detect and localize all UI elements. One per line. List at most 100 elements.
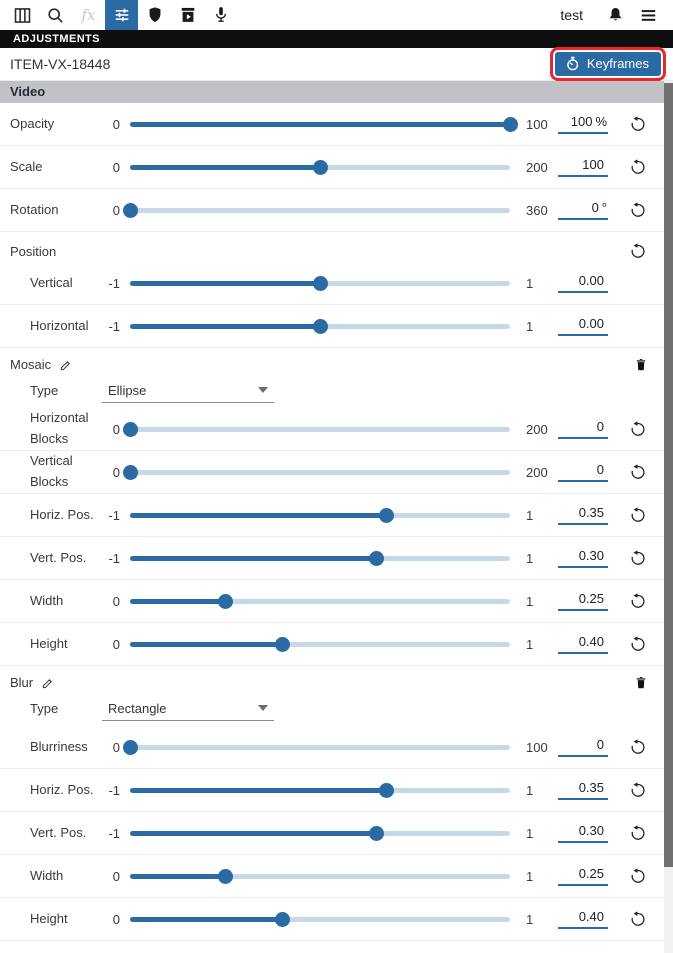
slider-track[interactable] [130, 550, 510, 566]
type-dropdown[interactable]: Rectangle [102, 699, 274, 721]
slider-track[interactable] [130, 825, 510, 841]
slider-track[interactable] [130, 275, 510, 291]
slider-track[interactable] [130, 636, 510, 652]
value-input[interactable]: 0.00 [558, 273, 608, 293]
reset-button[interactable] [626, 910, 650, 928]
select-label: Type [30, 701, 59, 717]
slider-track[interactable] [122, 739, 510, 755]
reset-button[interactable] [626, 115, 650, 133]
columns-button[interactable] [6, 0, 39, 30]
search-button[interactable] [39, 0, 72, 30]
value-input[interactable]: 0.25 [558, 591, 608, 611]
slider-thumb[interactable] [369, 825, 385, 841]
value-input[interactable]: 0.30 [558, 823, 608, 843]
value-input[interactable]: 0.25 [558, 866, 608, 886]
reset-button[interactable] [626, 158, 650, 176]
reset-button[interactable] [626, 420, 650, 438]
slider-track[interactable] [122, 464, 510, 480]
slider-track[interactable] [130, 507, 510, 523]
reset-button[interactable] [626, 781, 650, 799]
scrollbar[interactable] [664, 81, 673, 953]
edit-pencil-icon[interactable] [41, 676, 55, 690]
value-input[interactable]: 0.40 [558, 909, 608, 929]
value-input[interactable]: 0 ° [558, 200, 608, 220]
value-input[interactable]: 0.00 [558, 316, 608, 336]
adjustments-panel: Video Opacity 0 100 100% Scale 0 200 100 [0, 81, 673, 953]
delete-trash-icon[interactable] [634, 357, 648, 372]
value-text: 0.40 [578, 634, 604, 649]
value-text: 0 [596, 419, 604, 434]
slider-track[interactable] [130, 911, 510, 927]
slider-fill [130, 598, 225, 604]
slider-thumb[interactable] [369, 550, 385, 566]
slider-track[interactable] [130, 782, 510, 798]
slider-thumb[interactable] [312, 159, 328, 175]
value-input[interactable]: 0.35 [558, 780, 608, 800]
scrollbar-thumb[interactable] [664, 83, 673, 867]
adjustment-row: Vert. Pos. -1 1 0.30 [0, 537, 664, 580]
item-row: ITEM-VX-18448 Keyframes [0, 47, 673, 81]
value-input[interactable]: 100 [558, 157, 608, 177]
slider-thumb[interactable] [274, 636, 290, 652]
value-input[interactable]: 0.30 [558, 548, 608, 568]
slider-thumb[interactable] [379, 507, 394, 523]
value-input[interactable]: 0.40 [558, 634, 608, 654]
adjustments-button[interactable] [105, 0, 138, 30]
slider-track[interactable] [130, 868, 510, 884]
slider-track[interactable] [130, 116, 518, 132]
slider-thumb[interactable] [379, 782, 394, 798]
keyframes-button[interactable]: Keyframes [549, 47, 667, 81]
edit-pencil-icon[interactable] [59, 358, 73, 372]
value-input[interactable]: 0 [558, 737, 608, 757]
shield-button[interactable] [138, 0, 171, 30]
slider-thumb[interactable] [502, 116, 518, 132]
value-input[interactable]: 0 [558, 462, 608, 482]
media-export-button[interactable] [171, 0, 204, 30]
slider-track[interactable] [130, 159, 510, 175]
slider-max-label: 200 [526, 464, 548, 480]
reset-button[interactable] [626, 824, 650, 842]
reset-button[interactable] [626, 201, 650, 219]
microphone-button[interactable] [204, 0, 237, 30]
slider-track[interactable] [122, 421, 510, 437]
delete-trash-icon[interactable] [634, 675, 648, 690]
slider-thumb[interactable] [217, 868, 233, 884]
type-dropdown[interactable]: Ellipse [102, 381, 274, 403]
value-input[interactable]: 100% [558, 114, 608, 134]
slider-max-label: 1 [526, 782, 534, 798]
slider-thumb[interactable] [122, 464, 138, 480]
reset-button[interactable] [626, 463, 650, 481]
slider-track[interactable] [130, 318, 510, 334]
adjustment-row: Vertical Blocks 0 200 0 [0, 451, 664, 494]
effects-fx-icon: fx [81, 6, 96, 24]
reset-button[interactable] [626, 867, 650, 885]
group-mosaic: Mosaic Type Ellipse Horizontal Blocks 0 … [0, 348, 664, 666]
slider-fill [130, 873, 225, 879]
reset-button[interactable] [626, 549, 650, 567]
user-label[interactable]: test [560, 7, 583, 23]
slider-thumb[interactable] [122, 739, 138, 755]
value-input[interactable]: 0.35 [558, 505, 608, 525]
notifications-button[interactable] [599, 0, 632, 30]
reset-button[interactable] [626, 592, 650, 610]
effect-header: Blur [0, 666, 664, 693]
slider-thumb[interactable] [217, 593, 233, 609]
slider-max-label: 1 [526, 275, 534, 291]
reset-button[interactable] [626, 635, 650, 653]
value-input[interactable]: 0 [558, 419, 608, 439]
slider-thumb[interactable] [122, 421, 138, 437]
reset-button[interactable] [626, 738, 650, 756]
slider-max-label: 1 [526, 318, 534, 334]
menu-button[interactable] [632, 0, 665, 30]
slider-track[interactable] [122, 202, 510, 218]
panel-title: ADJUSTMENTS [13, 33, 100, 45]
slider-fill [130, 830, 377, 836]
slider-track[interactable] [130, 593, 510, 609]
reset-button[interactable] [626, 242, 650, 260]
slider-thumb[interactable] [122, 202, 138, 218]
reset-button[interactable] [626, 506, 650, 524]
slider-thumb[interactable] [312, 275, 328, 291]
slider-thumb[interactable] [312, 318, 328, 334]
adjustment-label: Vert. Pos. [30, 549, 87, 565]
slider-thumb[interactable] [274, 911, 290, 927]
